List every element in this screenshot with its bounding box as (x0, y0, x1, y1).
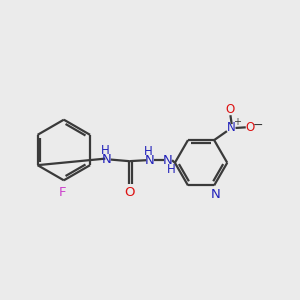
Text: H: H (101, 144, 110, 157)
Text: O: O (246, 121, 255, 134)
Text: N: N (145, 154, 154, 167)
Text: N: N (163, 154, 173, 167)
Text: N: N (102, 153, 112, 166)
Text: O: O (124, 186, 134, 199)
Text: F: F (58, 186, 66, 199)
Text: H: H (144, 145, 153, 158)
Text: O: O (226, 103, 235, 116)
Text: −: − (253, 119, 263, 132)
Text: N: N (227, 122, 236, 134)
Text: N: N (211, 188, 220, 201)
Text: +: + (233, 117, 242, 127)
Text: H: H (167, 163, 176, 176)
